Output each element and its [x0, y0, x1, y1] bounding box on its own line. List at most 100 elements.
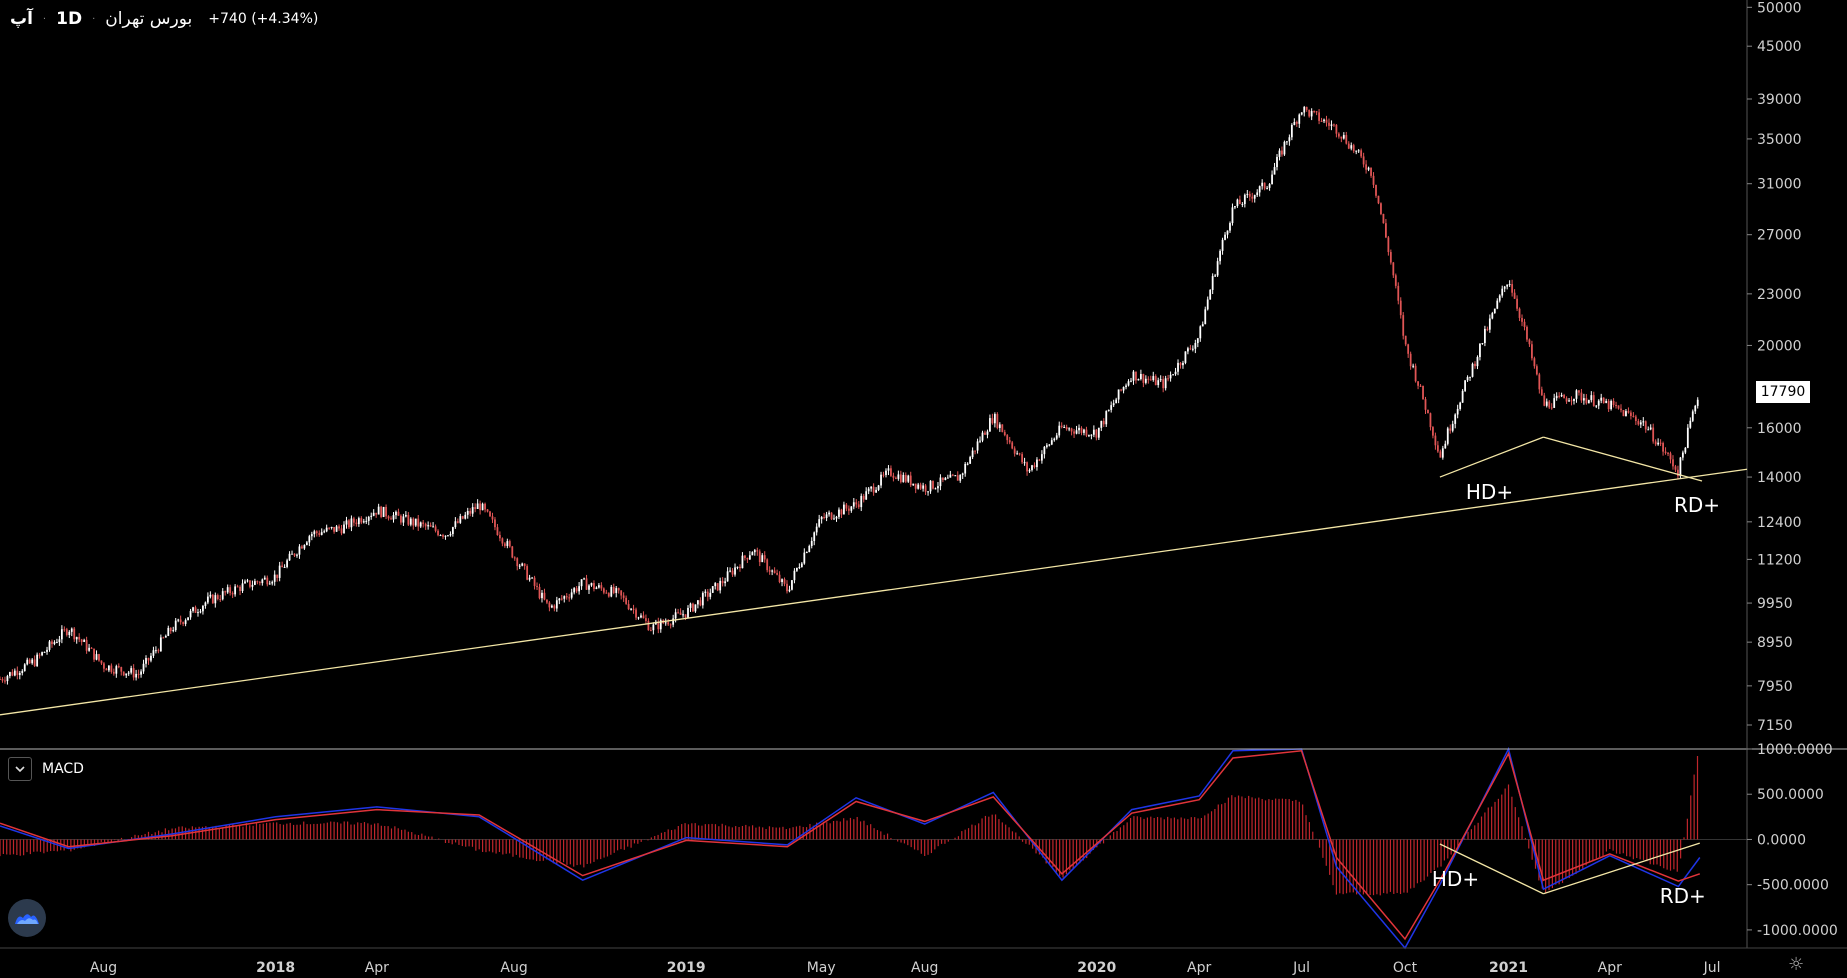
candle-body [1444, 443, 1447, 449]
candle-body [360, 518, 363, 523]
candle-body [1058, 425, 1061, 436]
candle-body [669, 624, 672, 626]
macd-trendline[interactable] [1543, 842, 1700, 895]
price-trendline[interactable] [0, 468, 1748, 716]
candle-body [296, 554, 298, 556]
candle-body [1036, 459, 1038, 468]
candle-body [479, 503, 482, 511]
candle-body [298, 546, 301, 555]
candle-body [1644, 421, 1647, 430]
candle-body [659, 620, 662, 630]
candle-body [469, 510, 472, 514]
candle-body [1177, 362, 1179, 372]
macd-trendline[interactable] [1439, 843, 1544, 895]
candle-body [1063, 426, 1066, 428]
candle-body [1120, 389, 1122, 391]
candle-body [276, 574, 279, 578]
candle-body [1513, 292, 1516, 299]
candle-body [145, 658, 147, 664]
candle-body [1266, 187, 1269, 189]
y-tick-label: 39000 [1757, 92, 1802, 108]
candle-body [263, 577, 266, 580]
candle-body [1323, 119, 1325, 122]
candle-body [1248, 193, 1251, 197]
candle-body [1088, 435, 1090, 437]
candle-body [1639, 422, 1642, 425]
candle-body [1008, 440, 1011, 443]
candle-body [716, 583, 719, 591]
candle-body [751, 552, 754, 556]
candle-body [419, 522, 422, 527]
candle-body [553, 605, 556, 609]
symbol-header[interactable]: آپ · 1D · بورس تهران +740 (+4.34%) [10, 9, 318, 29]
candle-body [748, 555, 751, 560]
tradingview-logo-icon[interactable] [8, 899, 46, 937]
candle-body [1600, 397, 1603, 401]
candle-body [1315, 111, 1318, 113]
candle-body [1189, 348, 1192, 350]
price-pane[interactable] [0, 105, 1699, 685]
candle-body [343, 524, 345, 534]
candle-body [583, 578, 585, 580]
candle-body [120, 667, 123, 672]
candle-body [424, 523, 427, 527]
candle-body [966, 463, 969, 465]
settings-gear-icon[interactable]: ☼ [1788, 954, 1805, 975]
candle-body [620, 590, 623, 596]
candle-body [135, 673, 138, 678]
candle-body [1167, 378, 1170, 380]
candle-body [1533, 358, 1536, 367]
candle-body [199, 611, 202, 613]
candle-body [13, 670, 16, 676]
candle-body [902, 474, 905, 483]
macd-header[interactable]: MACD [8, 757, 84, 781]
candle-body [283, 566, 286, 568]
candle-body [439, 535, 442, 537]
candle-body [140, 671, 142, 675]
candle-body [1647, 429, 1650, 431]
candle-body [179, 619, 182, 623]
candle-body [320, 532, 323, 535]
candle-body [1038, 459, 1041, 461]
candle-body [1679, 457, 1682, 476]
macd-pane[interactable] [0, 746, 1747, 950]
candle-body [588, 585, 590, 590]
y-tick-label: 11200 [1757, 552, 1802, 568]
candle-body [402, 516, 405, 523]
candle-body [704, 591, 707, 593]
candle-body [437, 530, 439, 536]
candle-body [137, 673, 140, 675]
candle-body [649, 630, 652, 632]
candle-body [1258, 186, 1261, 193]
candle-body [602, 588, 605, 593]
price-trendline[interactable] [1543, 436, 1703, 482]
candle-body [385, 506, 387, 517]
candle-body [1479, 343, 1481, 358]
candle-body [1558, 395, 1561, 397]
candle-body [1127, 381, 1130, 386]
candle-body [870, 486, 873, 489]
candle-body [23, 664, 26, 671]
candle-body [1402, 315, 1405, 336]
candle-body [1409, 353, 1412, 367]
symbol-name[interactable]: آپ [10, 9, 33, 29]
candle-body [147, 658, 150, 661]
candle-body [449, 533, 452, 536]
candle-body [174, 620, 177, 631]
candle-body [917, 484, 920, 489]
candle-body [1238, 199, 1241, 205]
candle-body [996, 414, 999, 428]
candle-body [573, 588, 576, 593]
candle-body [630, 608, 632, 610]
candle-body [390, 518, 392, 520]
price-trendline[interactable] [1439, 436, 1544, 478]
candle-body [1298, 114, 1301, 124]
candle-body [934, 488, 937, 490]
candle-body [682, 614, 684, 616]
interval-label[interactable]: 1D [56, 9, 83, 29]
candle-body [1573, 398, 1575, 401]
candle-body [1003, 432, 1006, 436]
chevron-down-icon[interactable] [8, 757, 32, 781]
candle-body [1461, 390, 1464, 403]
